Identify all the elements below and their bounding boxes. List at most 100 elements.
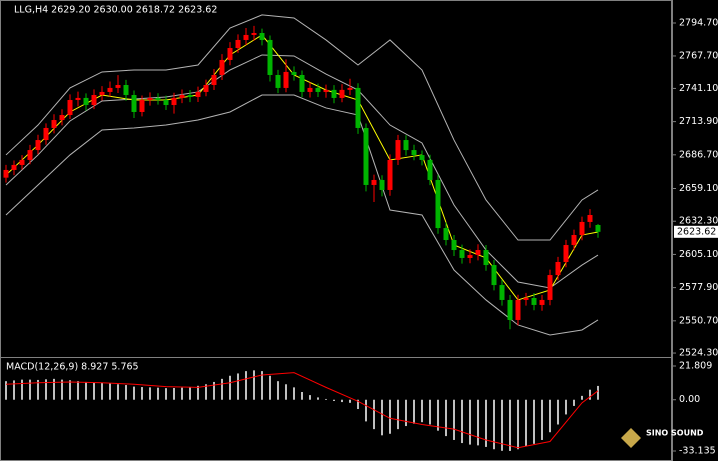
candle-body xyxy=(3,169,9,178)
y-tick-label: -33.135 xyxy=(679,445,716,456)
candle-body xyxy=(523,297,529,300)
candle-body xyxy=(27,150,33,160)
candle-body xyxy=(75,97,81,101)
macd-bar xyxy=(21,379,23,400)
macd-bar xyxy=(117,384,119,400)
candle-body xyxy=(531,297,537,305)
macd-bar xyxy=(533,399,535,444)
macd-bar xyxy=(165,388,167,400)
macd-bar xyxy=(341,399,343,403)
candle-body xyxy=(99,91,105,96)
candle-body xyxy=(347,87,353,90)
macd-bar xyxy=(357,399,359,410)
candle-body xyxy=(283,71,289,88)
candle-body xyxy=(51,120,57,128)
candle-body xyxy=(539,299,545,305)
candle-body xyxy=(555,261,561,276)
macd-bar xyxy=(445,399,447,437)
y-tick-label: 2577.90 xyxy=(679,282,718,293)
macd-bar xyxy=(573,399,575,406)
macd-bar xyxy=(37,379,39,400)
macd-bar xyxy=(269,375,271,400)
candle-body xyxy=(291,71,297,75)
y-tick-label: 2524.30 xyxy=(679,348,718,359)
macd-bar xyxy=(29,379,31,400)
y-tick-label: 2767.70 xyxy=(679,50,718,61)
macd-bar xyxy=(517,399,519,450)
candle-body xyxy=(179,95,185,98)
macd-bar xyxy=(317,397,319,400)
macd-bar xyxy=(373,399,375,430)
macd-bar xyxy=(469,399,471,445)
macd-bar xyxy=(461,399,463,444)
candle-body xyxy=(363,127,369,185)
macd-bar xyxy=(349,399,351,403)
candle-body xyxy=(507,299,513,320)
macd-bar xyxy=(13,380,15,400)
macd-bar xyxy=(237,373,239,400)
macd-bar xyxy=(549,399,551,433)
macd-bar xyxy=(101,383,103,400)
candle-body xyxy=(371,179,377,185)
candle-body xyxy=(323,89,329,92)
macd-bar xyxy=(85,381,87,400)
macd-bar xyxy=(381,399,383,436)
macd-bar xyxy=(437,399,439,431)
candle-body xyxy=(563,245,569,262)
candle-body xyxy=(67,100,73,116)
macd-bar xyxy=(453,399,455,440)
candle-body xyxy=(123,85,129,96)
macd-bar xyxy=(429,399,431,425)
macd-bar xyxy=(133,386,135,400)
macd-bar xyxy=(413,399,415,424)
macd-bar xyxy=(61,379,63,400)
candle-body xyxy=(35,140,41,151)
macd-bar xyxy=(293,387,295,400)
candle-body xyxy=(163,100,169,106)
candle-body xyxy=(379,179,385,190)
candle-body xyxy=(19,159,25,165)
candle-body xyxy=(331,89,337,98)
candle-body xyxy=(139,100,145,112)
candle-body xyxy=(171,97,177,106)
candle-body xyxy=(299,74,305,92)
bollinger-band xyxy=(5,14,599,241)
candle-body xyxy=(427,159,433,180)
candle-body xyxy=(571,235,577,246)
candle-body xyxy=(251,33,257,35)
candle-body xyxy=(203,85,209,92)
candle-body xyxy=(411,150,417,156)
macd-bar xyxy=(405,399,407,427)
y-tick-label: 2741.10 xyxy=(679,83,718,94)
y-tick-label: 0.00 xyxy=(679,394,700,405)
candle-body xyxy=(131,95,137,112)
macd-bar xyxy=(125,385,127,400)
macd-bar xyxy=(325,398,327,400)
candle-body xyxy=(491,265,497,286)
macd-bar xyxy=(285,384,287,400)
current-price-label: 2623.62 xyxy=(677,226,716,237)
macd-bar xyxy=(197,385,199,400)
candle-body xyxy=(547,275,553,300)
macd-bar xyxy=(501,399,503,451)
candle-body xyxy=(419,155,425,160)
macd-bar xyxy=(541,399,543,440)
logo: SINO SOUND xyxy=(621,428,704,448)
macd-bar xyxy=(77,381,79,400)
macd-bar xyxy=(245,371,247,400)
candle-body xyxy=(315,87,321,92)
y-tick-label: 2686.70 xyxy=(679,149,718,160)
macd-bar xyxy=(565,399,567,415)
candle-body xyxy=(435,179,441,229)
candle-body xyxy=(211,74,217,86)
candle-body xyxy=(515,299,521,320)
y-tick-label: 2632.30 xyxy=(679,216,718,227)
candle-body xyxy=(459,250,465,258)
candle-body xyxy=(587,214,593,222)
candle-body xyxy=(187,95,193,97)
macd-bar xyxy=(213,381,215,400)
candle-body xyxy=(307,87,313,92)
candle-body xyxy=(59,115,65,121)
y-tick-label: 2659.10 xyxy=(679,183,718,194)
